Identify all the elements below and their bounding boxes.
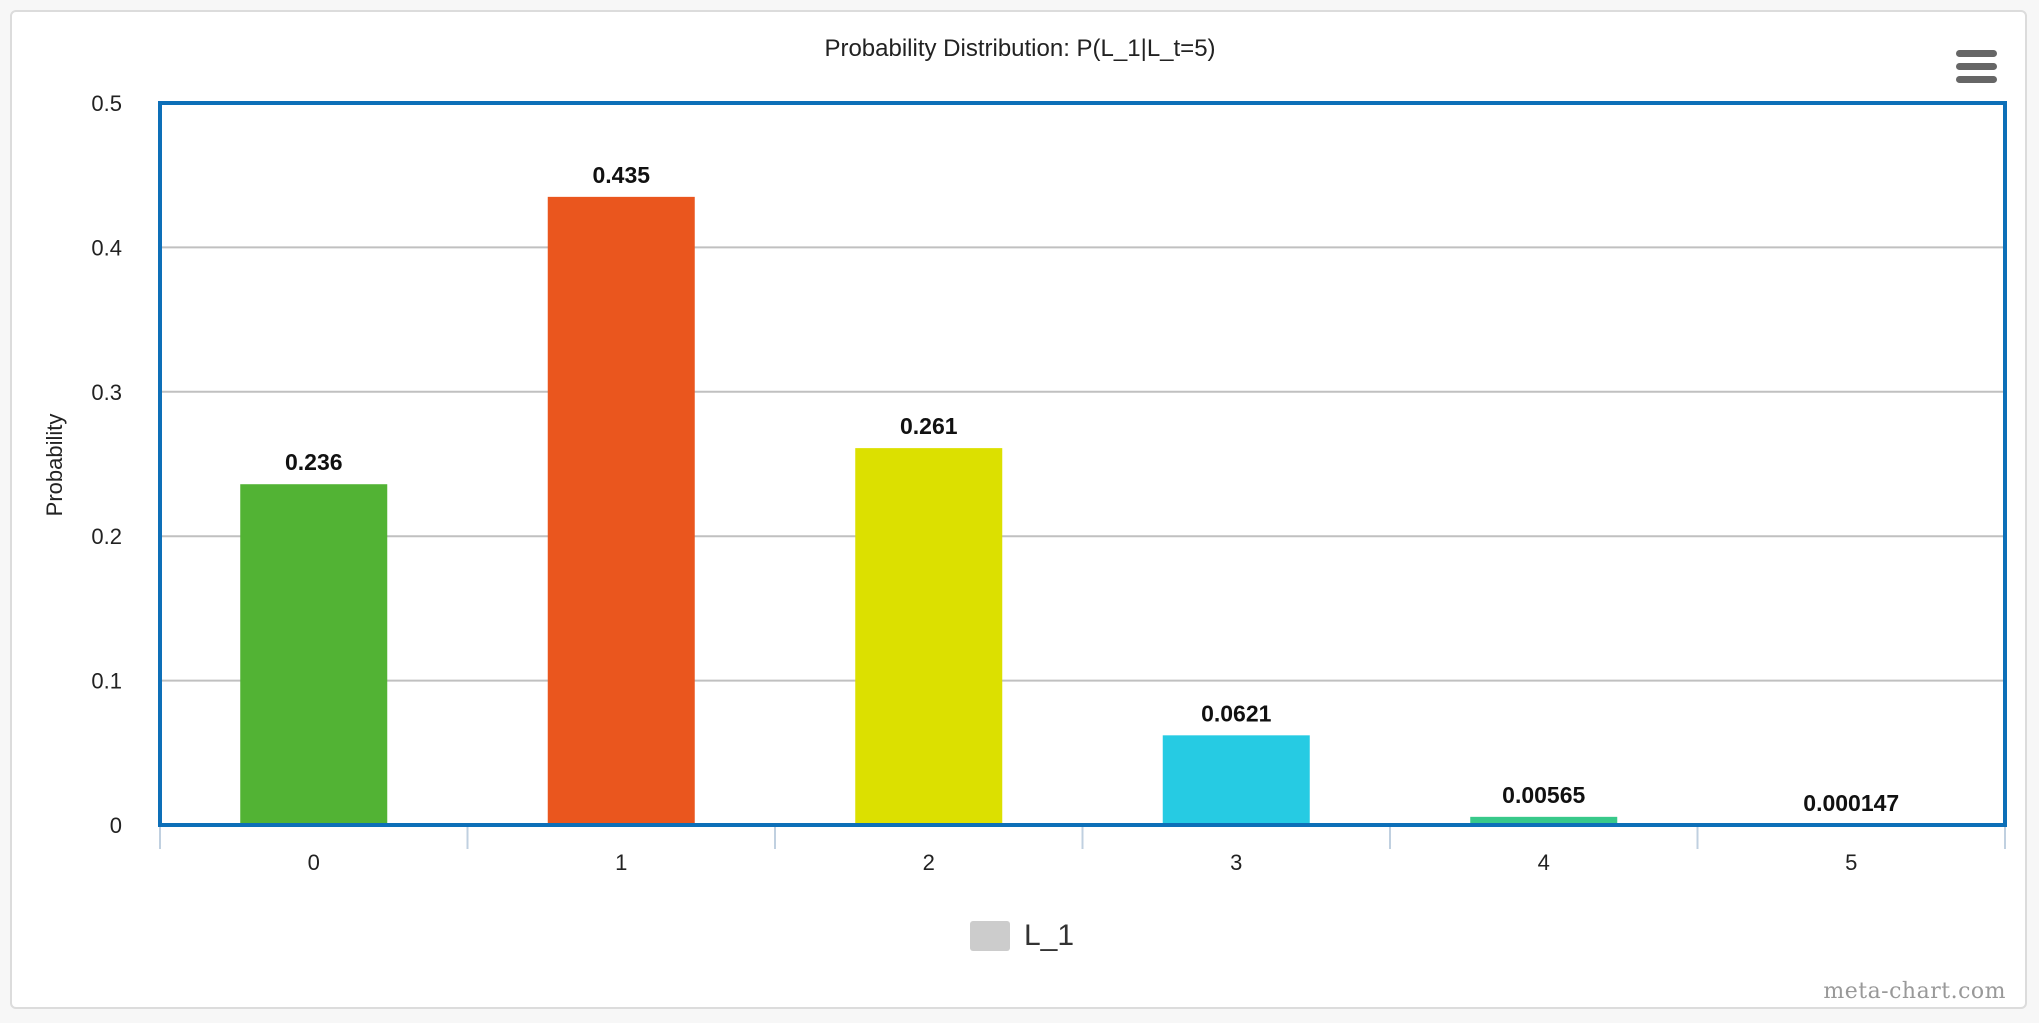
bar[interactable]: [1162, 735, 1310, 825]
axes: 0 0.1 0.2 0.3 0.4 0.5 0 1 2 3 4 5: [91, 91, 2007, 875]
y-tick-label: 0.5: [91, 91, 122, 116]
y-tick-label: 0.3: [91, 380, 122, 405]
bars: [240, 196, 1925, 826]
data-label: 0.0621: [1201, 700, 1272, 726]
gridlines: [160, 246, 2005, 682]
hamburger-menu-icon-line: [1956, 76, 1997, 83]
data-labels: 0.236 0.435 0.261 0.0621 0.00565 0.000147: [285, 162, 1899, 816]
x-tick-label: 0: [308, 850, 320, 875]
hamburger-menu-icon: [1956, 50, 1997, 57]
data-label: 0.000147: [1803, 790, 1899, 816]
data-label: 0.00565: [1502, 782, 1585, 808]
data-label: 0.261: [900, 413, 958, 439]
hamburger-menu-icon-line: [1956, 63, 1997, 70]
legend-label: L_1: [1024, 919, 1075, 952]
x-tick-label: 4: [1538, 850, 1550, 875]
plot-border: [158, 101, 2007, 827]
y-tick-label: 0.1: [91, 669, 122, 694]
chart-menu-button[interactable]: [1953, 48, 2001, 88]
bar[interactable]: [547, 196, 695, 826]
bar[interactable]: [1470, 816, 1618, 825]
bar[interactable]: [855, 448, 1003, 825]
data-label: 0.236: [285, 449, 343, 475]
legend-swatch: [970, 921, 1010, 951]
y-axis-title: Probability: [42, 414, 67, 517]
y-tick-label: 0.4: [91, 235, 122, 260]
chart-title: Probability Distribution: P(L_1|L_t=5): [824, 35, 1215, 62]
x-tick-label: 1: [615, 850, 627, 875]
bar[interactable]: [240, 484, 388, 825]
y-tick-label: 0: [110, 813, 122, 838]
y-tick-label: 0.2: [91, 524, 122, 549]
x-tick-label: 5: [1845, 850, 1857, 875]
x-tick-label: 2: [923, 850, 935, 875]
data-label: 0.435: [592, 162, 650, 188]
x-tick-label: 3: [1230, 850, 1242, 875]
credit-link[interactable]: meta-chart.com: [1823, 979, 2006, 1004]
legend-item[interactable]: L_1: [970, 919, 1075, 952]
